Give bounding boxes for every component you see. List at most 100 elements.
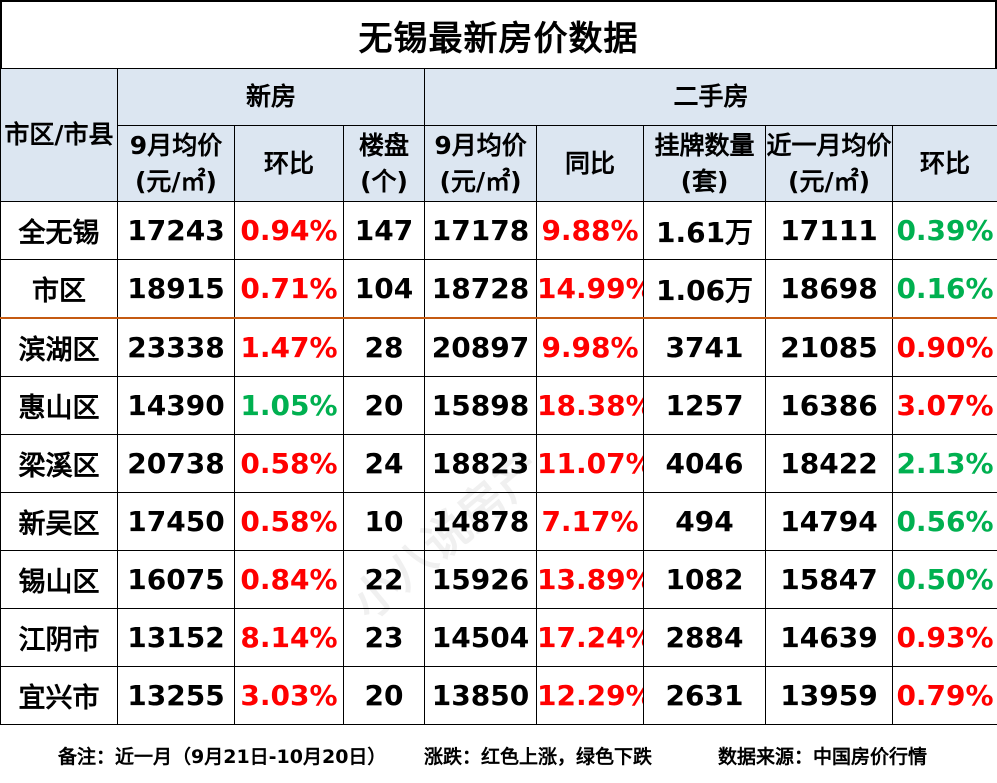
new-price-cell: 13152: [117, 608, 235, 667]
sh-mom-cell: 0.56%: [892, 492, 997, 551]
header-sh-listings: 挂牌数量(套): [643, 125, 767, 202]
new-mom-cell: 1.47%: [234, 317, 344, 377]
region-cell: 梁溪区: [0, 434, 118, 493]
new-mom-cell: 8.14%: [234, 608, 344, 667]
new-price-cell: 20738: [117, 434, 235, 493]
header-sh-avg-price: 9月均价(元/㎡): [424, 125, 538, 202]
table-row: 宜兴市 13255 3.03% 20 13850 12.29% 2631 13959 0.79%: [0, 666, 997, 725]
header-new-mom: 环比: [234, 125, 344, 202]
listings-cell: 4046: [643, 434, 767, 493]
header-new-avg-price: 9月均价(元/㎡): [117, 125, 235, 202]
table-row: 市区 18915 0.71% 104 18728 14.99% 1.06万 18698 0.16…: [0, 259, 997, 319]
region-cell: 宜兴市: [0, 666, 118, 725]
new-mom-cell: 0.58%: [234, 492, 344, 551]
sh-price-cell: 15898: [424, 376, 538, 435]
header-sh-mom: 环比: [892, 125, 997, 202]
new-mom-cell: 3.03%: [234, 666, 344, 725]
new-price-cell: 23338: [117, 317, 235, 377]
recent-avg-cell: 18422: [765, 434, 894, 493]
projects-cell: 23: [342, 608, 426, 667]
recent-avg-cell: 14639: [765, 608, 894, 667]
header-sh-yoy: 同比: [536, 125, 645, 202]
new-price-cell: 18915: [117, 259, 235, 319]
projects-cell: 24: [342, 434, 426, 493]
new-mom-cell: 0.71%: [234, 259, 344, 319]
table-row: 梁溪区 20738 0.58% 24 18823 11.07% 4046 18422 2.13%: [0, 434, 997, 493]
sh-price-cell: 18728: [424, 259, 538, 319]
sh-mom-cell: 0.90%: [892, 317, 997, 377]
header-sh-recent-avg: 近一月均价(元/㎡): [765, 125, 894, 202]
footer: 备注：近一月（9月21日-10月20日） 涨跌：红色上涨，绿色下跌 数据来源：中…: [0, 727, 997, 783]
footer-source: 数据来源：中国房价行情: [718, 745, 928, 768]
projects-cell: 28: [342, 317, 426, 377]
sh-mom-cell: 0.50%: [892, 550, 997, 609]
table-row: 惠山区 14390 1.05% 20 15898 18.38% 1257 16386 3.07%: [0, 376, 997, 435]
listings-cell: 494: [643, 492, 767, 551]
sh-price-cell: 20897: [424, 317, 538, 377]
sh-yoy-cell: 7.17%: [536, 492, 645, 551]
sh-yoy-cell: 13.89%: [536, 550, 645, 609]
recent-avg-cell: 14794: [765, 492, 894, 551]
price-table: 市区/市县 新房 二手房 9月均价(元/㎡) 环比 楼盘(个) 9月均价(元/㎡…: [0, 68, 997, 725]
sh-mom-cell: 0.16%: [892, 259, 997, 319]
sh-yoy-cell: 14.99%: [536, 259, 645, 319]
region-cell: 锡山区: [0, 550, 118, 609]
new-mom-cell: 0.84%: [234, 550, 344, 609]
sh-price-cell: 18823: [424, 434, 538, 493]
table-row: 江阴市 13152 8.14% 23 14504 17.24% 2884 14639 0.93%: [0, 608, 997, 667]
listings-cell: 3741: [643, 317, 767, 377]
new-mom-cell: 0.94%: [234, 201, 344, 260]
projects-cell: 20: [342, 376, 426, 435]
sh-price-cell: 17178: [424, 201, 538, 260]
sh-price-cell: 15926: [424, 550, 538, 609]
recent-avg-cell: 18698: [765, 259, 894, 319]
projects-cell: 104: [342, 259, 426, 319]
new-price-cell: 14390: [117, 376, 235, 435]
page-title: 无锡最新房价数据: [0, 0, 997, 68]
new-price-cell: 17243: [117, 201, 235, 260]
header-region: 市区/市县: [0, 68, 118, 202]
sh-mom-cell: 2.13%: [892, 434, 997, 493]
new-price-cell: 13255: [117, 666, 235, 725]
sh-price-cell: 14878: [424, 492, 538, 551]
region-cell: 新吴区: [0, 492, 118, 551]
region-cell: 市区: [0, 259, 118, 319]
sh-yoy-cell: 9.98%: [536, 317, 645, 377]
recent-avg-cell: 17111: [765, 201, 894, 260]
sh-mom-cell: 3.07%: [892, 376, 997, 435]
region-cell: 江阴市: [0, 608, 118, 667]
sh-yoy-cell: 11.07%: [536, 434, 645, 493]
listings-cell: 1257: [643, 376, 767, 435]
new-price-cell: 16075: [117, 550, 235, 609]
sh-yoy-cell: 9.88%: [536, 201, 645, 260]
new-mom-cell: 0.58%: [234, 434, 344, 493]
sh-yoy-cell: 12.29%: [536, 666, 645, 725]
new-mom-cell: 1.05%: [234, 376, 344, 435]
region-cell: 滨湖区: [0, 317, 118, 377]
header-new-house: 新房: [116, 68, 426, 126]
table-row: 全无锡 17243 0.94% 147 17178 9.88% 1.61万 17111 0.39…: [0, 201, 997, 260]
listings-cell: 1082: [643, 550, 767, 609]
sh-yoy-cell: 17.24%: [536, 608, 645, 667]
sh-mom-cell: 0.79%: [892, 666, 997, 725]
listings-cell: 2631: [643, 666, 767, 725]
projects-cell: 20: [342, 666, 426, 725]
recent-avg-cell: 13959: [765, 666, 894, 725]
projects-cell: 147: [342, 201, 426, 260]
recent-avg-cell: 21085: [765, 317, 894, 377]
listings-cell: 2884: [643, 608, 767, 667]
footer-note: 备注：近一月（9月21日-10月20日）: [58, 745, 387, 768]
sh-yoy-cell: 18.38%: [536, 376, 645, 435]
listings-cell: 1.61万: [643, 201, 767, 260]
sh-mom-cell: 0.39%: [892, 201, 997, 260]
footer-legend: 涨跌：红色上涨，绿色下跌: [424, 745, 653, 768]
listings-cell: 1.06万: [643, 259, 767, 319]
table-row: 新吴区 17450 0.58% 10 14878 7.17% 494 14794 0.56%: [0, 492, 997, 551]
table-row: 锡山区 16075 0.84% 22 15926 13.89% 1082 15847 0.50%: [0, 550, 997, 609]
sh-price-cell: 13850: [424, 666, 538, 725]
sh-price-cell: 14504: [424, 608, 538, 667]
header-new-projects: 楼盘(个): [342, 125, 426, 202]
header-second-hand: 二手房: [424, 68, 997, 126]
region-cell: 全无锡: [0, 201, 118, 260]
